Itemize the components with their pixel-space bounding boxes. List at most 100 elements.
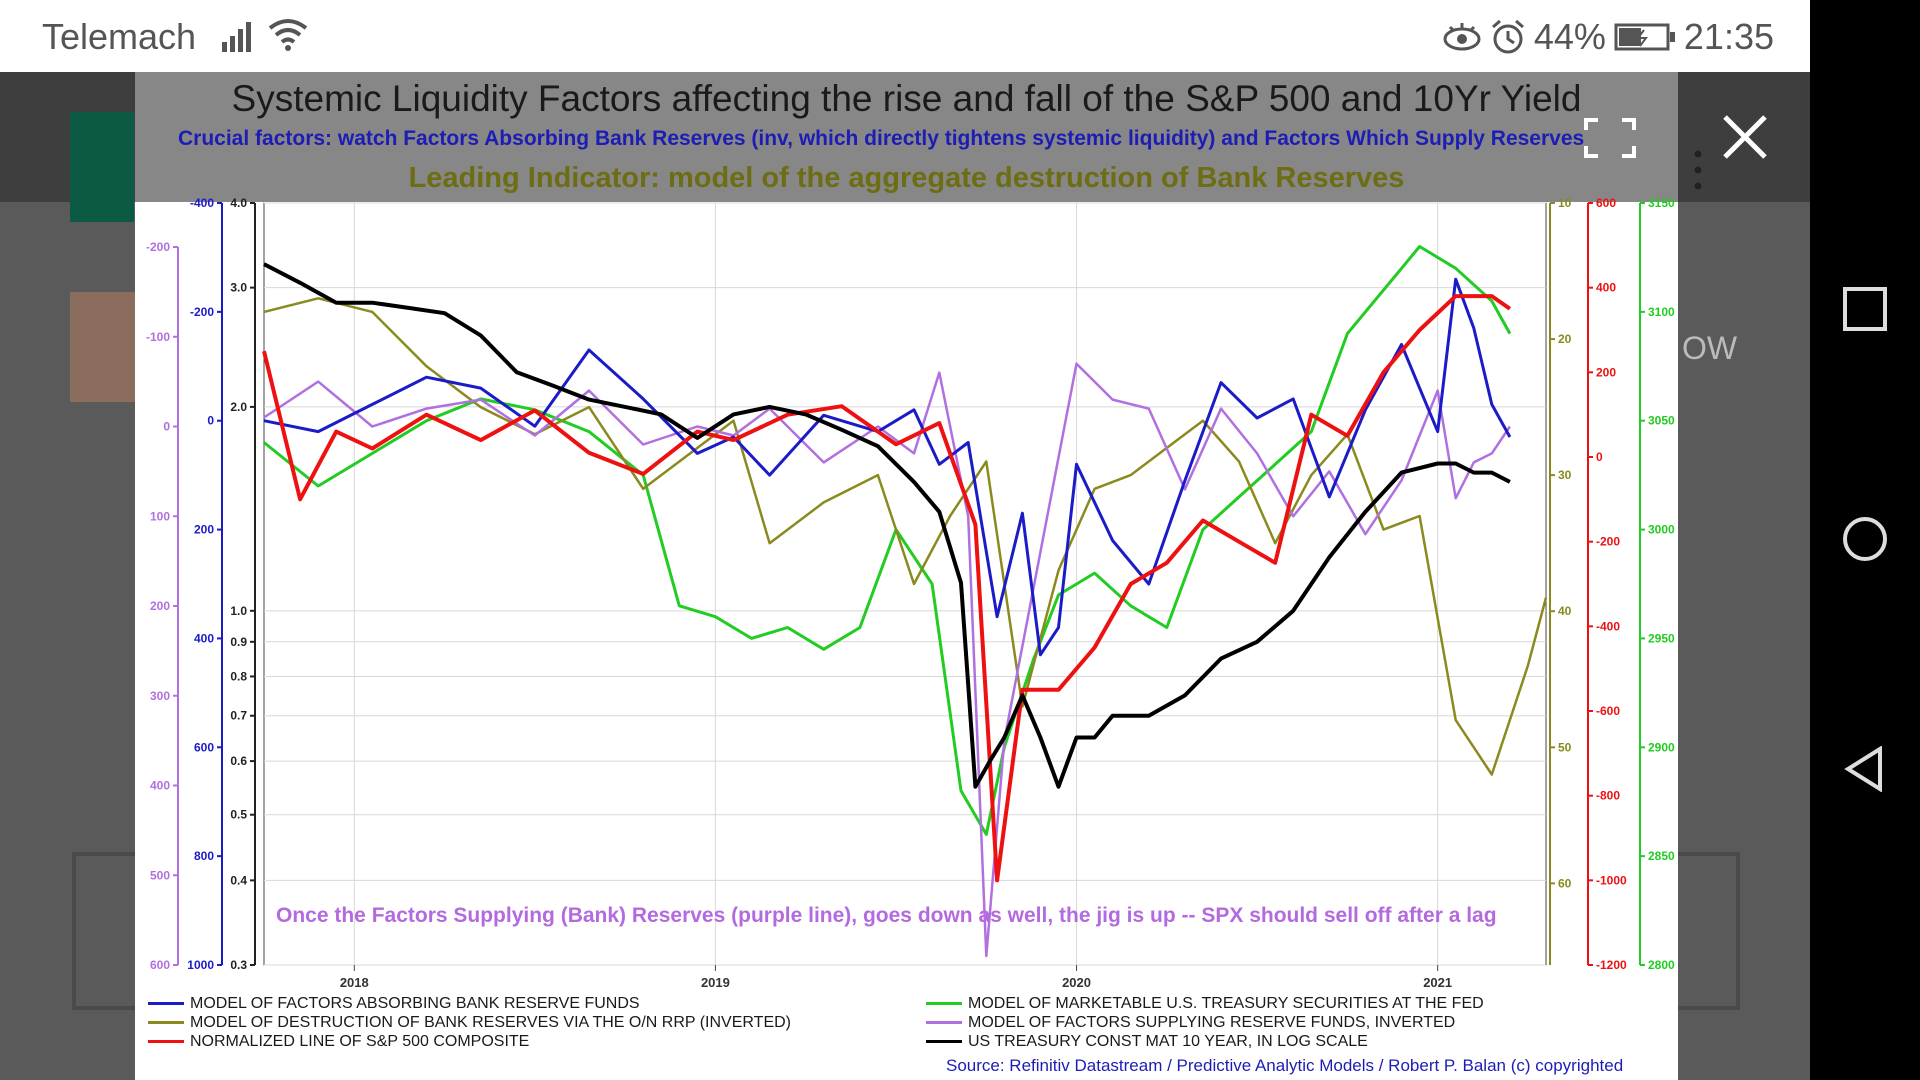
axis-tick-label: -200 bbox=[1596, 535, 1620, 549]
legend-swatch bbox=[926, 1040, 962, 1044]
clock-time: 21:35 bbox=[1683, 16, 1774, 57]
axis-tick-label: 3100 bbox=[1648, 305, 1675, 319]
legend-label: MODEL OF MARKETABLE U.S. TREASURY SECURI… bbox=[968, 995, 1484, 1012]
axis-tick-label: 400 bbox=[150, 779, 170, 793]
axis-tick-label: 3.0 bbox=[230, 281, 247, 295]
legend-item: MODEL OF FACTORS SUPPLYING RESERVE FUNDS… bbox=[926, 1014, 1455, 1032]
axis-tick-label: 0.6 bbox=[230, 754, 247, 768]
axis-tick-label: -800 bbox=[1596, 789, 1620, 803]
axis-tick-label: 0.8 bbox=[230, 669, 247, 683]
axis-tick-label: 60 bbox=[1558, 876, 1572, 890]
recent-apps-icon[interactable] bbox=[1842, 286, 1888, 332]
chart-subtitle-leading: Leading Indicator: model of the aggregat… bbox=[408, 162, 1405, 194]
axis-tick-label: 100 bbox=[150, 509, 170, 523]
axis-tick-label: 20 bbox=[1558, 332, 1572, 346]
legend-item: US TREASURY CONST MAT 10 YEAR, IN LOG SC… bbox=[926, 1033, 1368, 1051]
axis-tick-label: -400 bbox=[1596, 619, 1620, 633]
navigation-bar bbox=[1810, 0, 1920, 1080]
axis-tick-label: 0.5 bbox=[230, 808, 247, 822]
axis-tick-label: 2950 bbox=[1648, 631, 1675, 645]
eye-icon bbox=[1443, 23, 1481, 51]
carrier-label: Telemach bbox=[42, 16, 197, 57]
fullscreen-icon[interactable] bbox=[1584, 118, 1636, 158]
axis-tick-label: 1000 bbox=[187, 958, 214, 972]
series-line bbox=[262, 294, 1512, 883]
axis-tick-label: 0 bbox=[207, 414, 214, 428]
legend-item: MODEL OF FACTORS ABSORBING BANK RESERVE … bbox=[148, 995, 640, 1013]
chart-source: Source: Refinitiv Datastream / Predictiv… bbox=[946, 1056, 1624, 1075]
alarm-icon bbox=[1491, 19, 1524, 54]
legend-swatch bbox=[926, 1002, 962, 1006]
axis-tick-label: 30 bbox=[1558, 468, 1572, 482]
axis-tick-label: 0.9 bbox=[230, 635, 247, 649]
axis-tick-label: 2800 bbox=[1648, 958, 1675, 972]
axis-tick-label: -1200 bbox=[1596, 958, 1627, 972]
chart-panel bbox=[135, 202, 1678, 1080]
axis-tick-label: 0.4 bbox=[230, 873, 247, 887]
axis-tick-label: 300 bbox=[150, 689, 170, 703]
axis-tick-label: 3000 bbox=[1648, 523, 1675, 537]
legend-label: US TREASURY CONST MAT 10 YEAR, IN LOG SC… bbox=[968, 1033, 1368, 1050]
axis-tick-label: 400 bbox=[194, 631, 214, 645]
legend-label: NORMALIZED LINE OF S&P 500 COMPOSITE bbox=[190, 1033, 530, 1050]
axis-tick-label: 0.7 bbox=[230, 709, 247, 723]
series-line bbox=[263, 277, 1512, 657]
chart-annotation: Once the Factors Supplying (Bank) Reserv… bbox=[276, 904, 1497, 927]
background-text: OW bbox=[1682, 330, 1738, 366]
avatar bbox=[70, 292, 136, 402]
axis-tick-label: 1.0 bbox=[230, 604, 247, 618]
axis-tick-label: 800 bbox=[194, 849, 214, 863]
axis-tick-label: 500 bbox=[150, 868, 170, 882]
axis-tick-label: 2.0 bbox=[230, 400, 247, 414]
x-tick-label: 2019 bbox=[701, 975, 730, 990]
chart-subtitle: Crucial factors: watch Factors Absorbing… bbox=[178, 127, 1585, 150]
axis-tick-label: 10 bbox=[1558, 196, 1572, 210]
axis-tick-label: 50 bbox=[1558, 740, 1572, 754]
axis-tick-label: -100 bbox=[146, 330, 170, 344]
axis-tick-label: 600 bbox=[194, 740, 214, 754]
axis-tick-label: -400 bbox=[190, 196, 214, 210]
x-tick-label: 2021 bbox=[1423, 975, 1452, 990]
background-logo bbox=[70, 112, 134, 222]
x-tick-label: 2020 bbox=[1062, 975, 1091, 990]
axis-tick-label: 600 bbox=[1596, 196, 1616, 210]
legend-label: MODEL OF FACTORS ABSORBING BANK RESERVE … bbox=[190, 995, 640, 1012]
signal-icon bbox=[222, 22, 251, 52]
legend-item: NORMALIZED LINE OF S&P 500 COMPOSITE bbox=[148, 1033, 529, 1051]
axis-tick-label: 2850 bbox=[1648, 849, 1675, 863]
battery-percent: 44% bbox=[1533, 16, 1606, 57]
axis-tick-label: -600 bbox=[1596, 704, 1620, 718]
axis-tick-label: 40 bbox=[1558, 604, 1572, 618]
axis-tick-label: -200 bbox=[146, 240, 170, 254]
battery-icon bbox=[1614, 23, 1675, 51]
axis-tick-label: 3050 bbox=[1648, 414, 1675, 428]
axis-tick-label: 0 bbox=[1596, 450, 1603, 464]
axis-tick-label: 4.0 bbox=[230, 196, 247, 210]
legend-swatch bbox=[148, 1002, 184, 1006]
home-icon[interactable] bbox=[1842, 516, 1888, 562]
axis-tick-label: 400 bbox=[1596, 281, 1616, 295]
status-bar: Telemach 44% 21:35 bbox=[0, 0, 1810, 72]
legend-label: MODEL OF DESTRUCTION OF BANK RESERVES VI… bbox=[190, 1014, 791, 1031]
axis-tick-label: -1000 bbox=[1596, 873, 1627, 887]
legend-item: MODEL OF DESTRUCTION OF BANK RESERVES VI… bbox=[148, 1014, 791, 1032]
more-options-icon[interactable] bbox=[1694, 150, 1702, 190]
legend-swatch bbox=[148, 1040, 184, 1044]
axis-tick-label: 0.3 bbox=[230, 958, 247, 972]
axis-tick-label: 3150 bbox=[1648, 196, 1675, 210]
series-line bbox=[263, 245, 1512, 836]
axis-tick-label: 200 bbox=[194, 523, 214, 537]
legend-swatch bbox=[926, 1021, 962, 1025]
viewer-header bbox=[135, 72, 1678, 202]
close-icon[interactable] bbox=[1720, 112, 1770, 162]
legend-swatch bbox=[148, 1021, 184, 1025]
axis-tick-label: 600 bbox=[150, 958, 170, 972]
legend-item: MODEL OF MARKETABLE U.S. TREASURY SECURI… bbox=[926, 995, 1484, 1013]
plot-frame bbox=[263, 202, 1547, 966]
legend-label: MODEL OF FACTORS SUPPLYING RESERVE FUNDS… bbox=[968, 1014, 1456, 1031]
wifi-icon bbox=[268, 19, 308, 51]
axis-tick-label: 200 bbox=[1596, 365, 1616, 379]
back-icon[interactable] bbox=[1842, 746, 1888, 792]
axis-tick-label: -200 bbox=[190, 305, 214, 319]
